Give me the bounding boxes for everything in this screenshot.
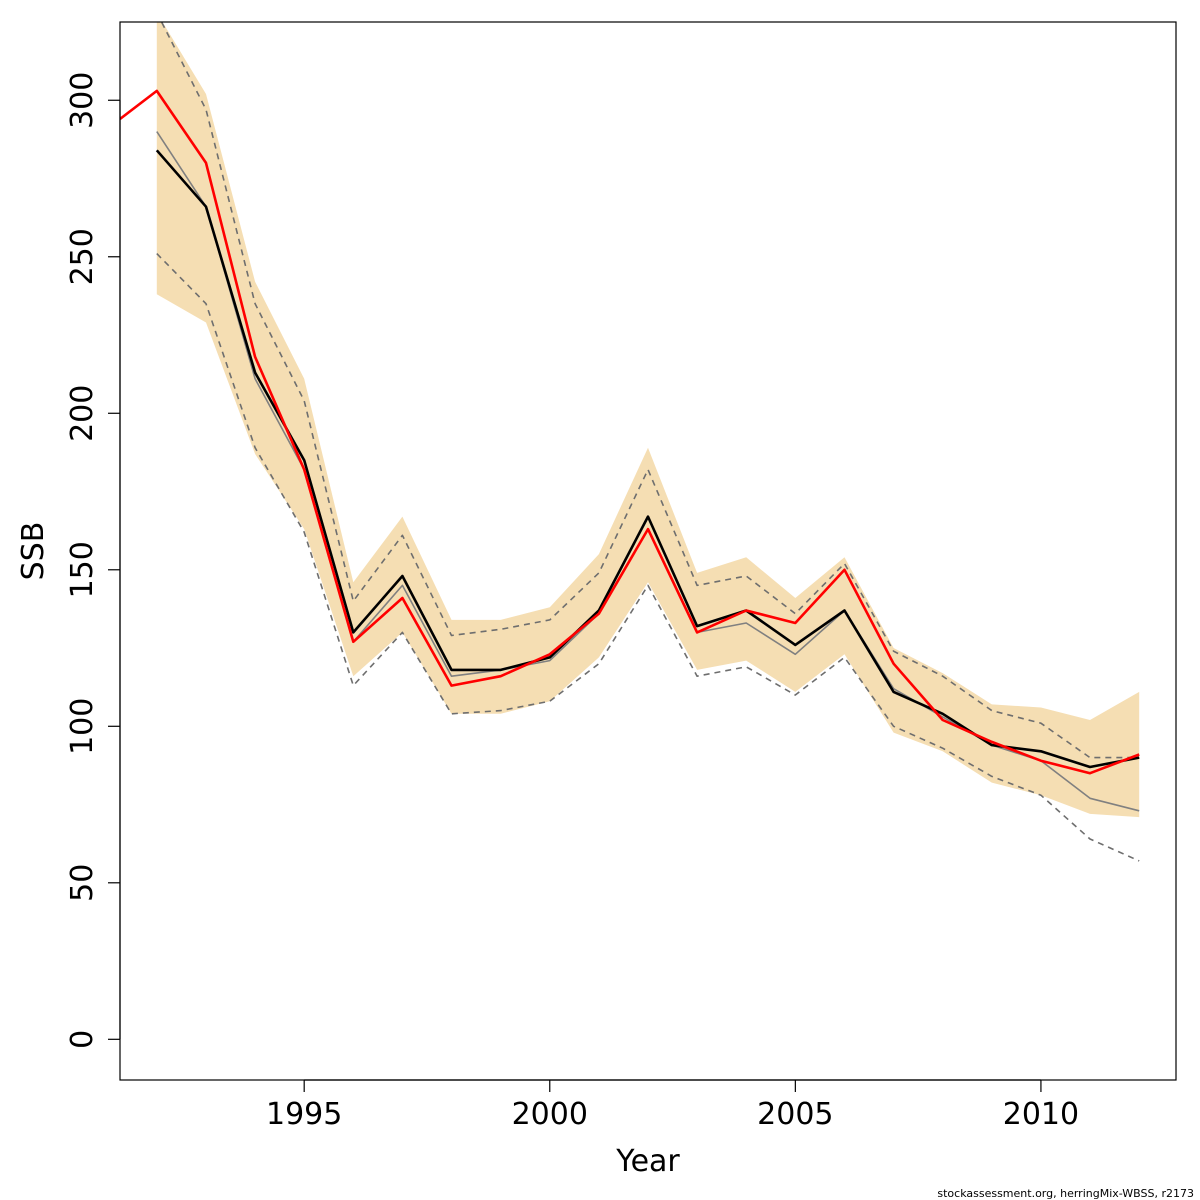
y-tick-label: 50 xyxy=(65,864,100,902)
confidence-band xyxy=(156,22,1140,818)
ssb-upper-bound-line xyxy=(160,22,1140,759)
footer-credit: stockassessment.org, herringMix-WBSS, r2… xyxy=(937,1187,1194,1200)
x-tick-label: 2000 xyxy=(512,1097,588,1132)
y-axis-label: SSB xyxy=(16,522,51,581)
x-axis-label: Year xyxy=(615,1144,680,1179)
x-tick-label: 2010 xyxy=(1003,1097,1079,1132)
ssb-lower-bound-line xyxy=(156,253,1140,862)
y-tick-label: 300 xyxy=(65,72,100,129)
y-tick-label: 200 xyxy=(65,385,100,442)
x-tick-label: 2005 xyxy=(757,1097,833,1132)
ssb-red-line xyxy=(120,89,1140,775)
x-tick-label: 1995 xyxy=(266,1097,342,1132)
y-tick-label: 0 xyxy=(65,1030,100,1049)
y-tick-label: 250 xyxy=(65,228,100,285)
y-tick-label: 150 xyxy=(65,541,100,598)
y-tick-label: 100 xyxy=(65,698,100,755)
